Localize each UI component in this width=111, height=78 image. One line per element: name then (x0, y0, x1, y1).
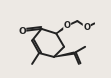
Polygon shape (54, 52, 74, 57)
Text: O: O (83, 23, 90, 32)
Text: O: O (18, 27, 26, 36)
Polygon shape (56, 25, 68, 34)
Text: O: O (64, 21, 71, 30)
